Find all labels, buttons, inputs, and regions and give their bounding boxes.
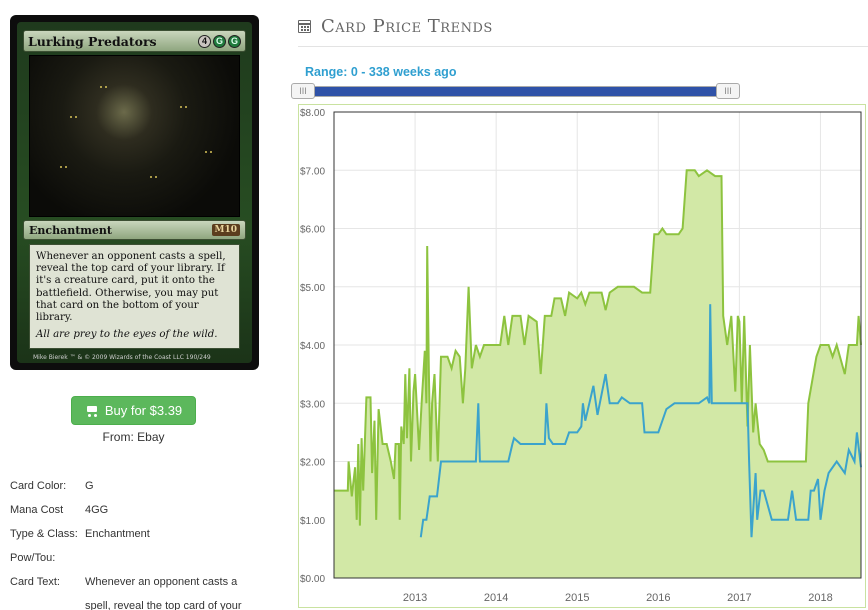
range-label: Range: 0 - 338 weeks ago	[305, 65, 457, 79]
mana-cost-icons: 4 G G	[198, 34, 241, 48]
card-type-line: Enchantment	[29, 223, 112, 237]
detail-row-color: Card Color: G	[10, 474, 260, 498]
detail-label: Pow/Tou:	[10, 552, 56, 564]
detail-row-powtou: Pow/Tou:	[10, 546, 260, 570]
calendar-icon	[298, 20, 311, 33]
blue-series-line	[419, 304, 862, 538]
card-frame: Lurking Predators 4 G G Enchantment M10 …	[17, 22, 252, 363]
x-tick-label: 2018	[808, 592, 832, 604]
detail-value: Enchantment	[85, 528, 150, 540]
set-symbol-icon: M10	[211, 224, 240, 236]
card-artwork	[29, 55, 240, 217]
detail-label: Type & Class:	[10, 528, 78, 540]
green-series-line	[334, 169, 862, 526]
detail-label: Card Color:	[10, 480, 67, 492]
mana-green-icon: G	[213, 34, 226, 48]
y-tick-label: $7.00	[300, 166, 325, 177]
detail-row-mana: Mana Cost 4GG	[10, 498, 260, 522]
detail-value: spell, reveal the top card of your	[85, 600, 242, 610]
y-tick-label: $1.00	[300, 516, 325, 527]
price-trends-header: Card Price Trends	[298, 16, 493, 37]
mana-green-icon: G	[228, 34, 241, 48]
y-tick-label: $4.00	[300, 341, 325, 352]
card-image: Lurking Predators 4 G G Enchantment M10 …	[10, 15, 259, 370]
detail-label: Card Text:	[10, 576, 60, 588]
card-type-bar: Enchantment M10	[23, 220, 246, 240]
detail-label: Mana Cost	[10, 504, 64, 516]
y-tick-label: $8.00	[300, 108, 325, 119]
x-tick-label: 2015	[565, 592, 589, 604]
mana-generic-icon: 4	[198, 34, 211, 48]
buy-button-label: Buy for $3.39	[104, 403, 183, 418]
green-series-area	[334, 170, 861, 579]
detail-row-text-cont: spell, reveal the top card of your	[10, 594, 260, 610]
y-tick-label: $5.00	[300, 283, 325, 294]
card-details: Card Color: G Mana Cost 4GG Type & Class…	[10, 474, 260, 610]
detail-value: 4GG	[85, 504, 109, 516]
card-footer: Mike Bierek ™ & © 2009 Wizards of the Co…	[33, 354, 211, 361]
card-rules-text: Whenever an opponent casts a spell, reve…	[36, 251, 226, 324]
shopping-cart-icon	[85, 405, 99, 417]
detail-row-type: Type & Class: Enchantment	[10, 522, 260, 546]
card-title-bar: Lurking Predators 4 G G	[23, 30, 246, 52]
x-tick-label: 2014	[484, 592, 508, 604]
y-tick-label: $2.00	[300, 458, 325, 469]
card-text-box: Whenever an opponent casts a spell, reve…	[29, 244, 240, 349]
buy-button[interactable]: Buy for $3.39	[71, 396, 196, 425]
card-name: Lurking Predators	[28, 33, 157, 49]
y-tick-label: $0.00	[300, 574, 325, 585]
range-slider-handle-min[interactable]: III	[291, 83, 315, 99]
x-tick-label: 2013	[403, 592, 427, 604]
card-flavor-text: All are prey to the eyes of the wild.	[36, 329, 218, 341]
detail-label	[10, 594, 85, 610]
range-slider-selection	[304, 87, 730, 96]
plot-border	[333, 111, 862, 579]
range-slider-handle-max[interactable]: III	[716, 83, 740, 99]
y-tick-label: $6.00	[300, 225, 325, 236]
detail-value	[85, 546, 260, 570]
detail-value: Whenever an opponent casts a	[85, 576, 238, 588]
buy-source: From: Ebay	[102, 430, 165, 444]
x-tick-label: 2016	[646, 592, 670, 604]
price-trend-chart: $0.00 $1.00 $2.00 $3.00 $4.00 $5.00 $6.00 $7.00…	[298, 104, 866, 608]
x-tick-label: 2017	[727, 592, 751, 604]
header-divider	[298, 46, 868, 47]
y-tick-label: $3.00	[300, 399, 325, 410]
section-title: Card Price Trends	[321, 16, 493, 37]
detail-value: G	[85, 480, 94, 492]
detail-row-text: Card Text: Whenever an opponent casts a	[10, 570, 260, 594]
